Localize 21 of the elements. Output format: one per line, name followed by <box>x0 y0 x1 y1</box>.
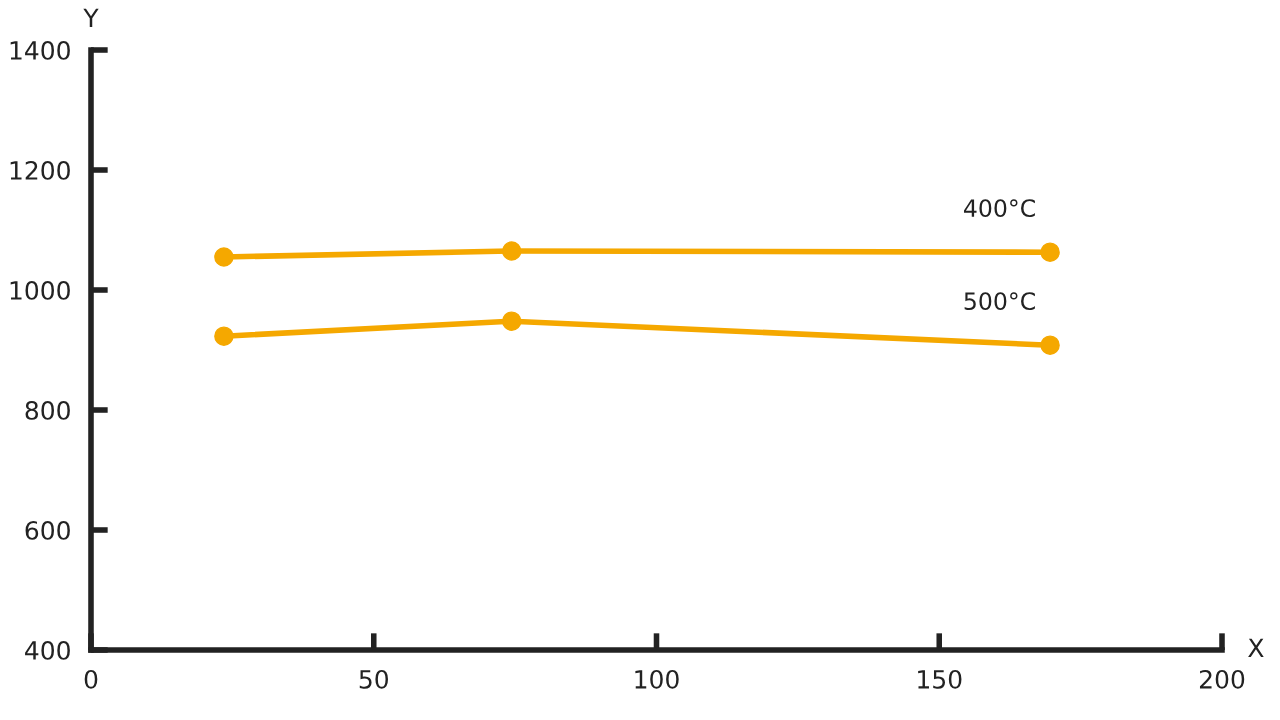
series-label: 500°C <box>964 292 1035 311</box>
point <box>502 311 522 331</box>
point <box>214 247 234 267</box>
series-label: 400°C <box>963 199 1035 218</box>
x-axis-title: X <box>1248 638 1264 657</box>
point <box>1040 242 1060 262</box>
point <box>502 241 522 261</box>
x-tick-label: 0 <box>84 669 98 689</box>
y-tick-label: 800 <box>25 400 70 420</box>
x-tick-label: 100 <box>635 669 679 689</box>
y-tick-label: 1000 <box>10 280 70 300</box>
y-axis-title: Y <box>83 8 99 27</box>
x-tick-label: 150 <box>918 669 962 689</box>
y-tick-label: 1200 <box>10 160 70 180</box>
y-tick-label: 1400 <box>10 40 70 60</box>
point <box>1040 335 1060 355</box>
y-tick-label: 600 <box>25 520 70 540</box>
x-tick-label: 200 <box>1199 669 1245 689</box>
y-tick-label: 400 <box>25 640 70 660</box>
x-tick-label: 50 <box>359 669 388 689</box>
point <box>214 326 234 346</box>
